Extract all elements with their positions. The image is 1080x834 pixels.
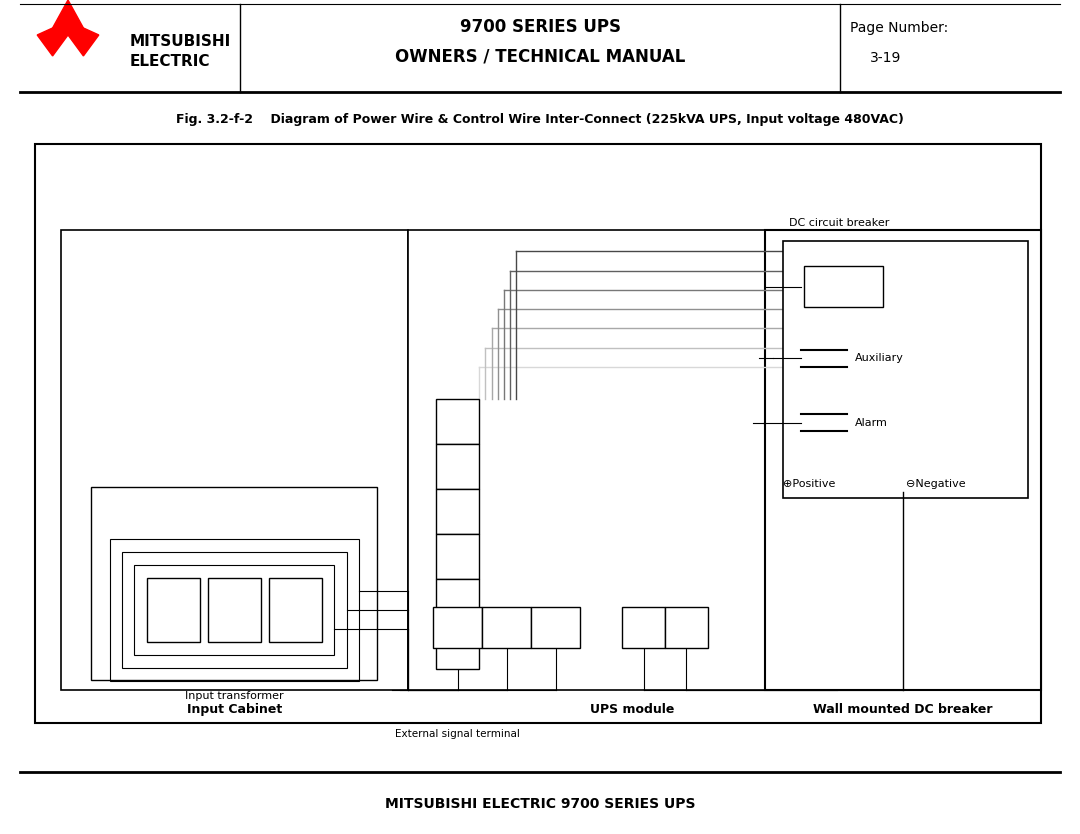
Text: Fig. 3.2-f-2    Diagram of Power Wire & Control Wire Inter-Connect (225kVA UPS, : Fig. 3.2-f-2 Diagram of Power Wire & Con… bbox=[176, 113, 904, 126]
Bar bbox=[436, 489, 480, 534]
Polygon shape bbox=[68, 28, 98, 56]
Text: 3: 3 bbox=[455, 551, 461, 561]
Text: C10: C10 bbox=[545, 622, 566, 632]
Text: ⊖Negative: ⊖Negative bbox=[906, 479, 966, 489]
Bar bbox=[134, 565, 335, 656]
Text: A10: A10 bbox=[448, 622, 468, 632]
Text: X2: X2 bbox=[227, 605, 242, 615]
Text: 6: 6 bbox=[455, 417, 461, 427]
Text: BP: BP bbox=[679, 622, 693, 632]
Text: 9700 SERIES UPS: 9700 SERIES UPS bbox=[459, 18, 621, 36]
Bar bbox=[110, 540, 359, 681]
Text: MITSUBISHI
ELECTRIC: MITSUBISHI ELECTRIC bbox=[130, 34, 231, 68]
Bar bbox=[122, 552, 347, 668]
Text: ⊕Positive: ⊕Positive bbox=[783, 479, 836, 489]
Text: 3-19: 3-19 bbox=[870, 51, 902, 65]
Bar bbox=[433, 607, 483, 648]
Text: Alarm: Alarm bbox=[855, 418, 888, 428]
Bar bbox=[622, 607, 665, 648]
Bar bbox=[436, 624, 480, 669]
Text: MITSUBISHI ELECTRIC 9700 SERIES UPS: MITSUBISHI ELECTRIC 9700 SERIES UPS bbox=[384, 797, 696, 811]
Text: Wall mounted DC breaker: Wall mounted DC breaker bbox=[813, 703, 993, 716]
Text: B10: B10 bbox=[497, 622, 517, 632]
Text: 4: 4 bbox=[455, 506, 461, 516]
Bar bbox=[804, 266, 883, 307]
Text: X1: X1 bbox=[166, 605, 180, 615]
Text: UPS module: UPS module bbox=[590, 703, 675, 716]
Text: UVR: UVR bbox=[832, 282, 855, 292]
Text: Input Cabinet: Input Cabinet bbox=[187, 703, 282, 716]
Text: Auxiliary: Auxiliary bbox=[855, 354, 904, 364]
Text: BN: BN bbox=[636, 622, 651, 632]
Bar bbox=[483, 607, 531, 648]
Text: 2: 2 bbox=[455, 596, 461, 606]
Bar bbox=[783, 240, 1028, 498]
Bar bbox=[408, 230, 765, 691]
Bar bbox=[436, 399, 480, 444]
Bar bbox=[60, 230, 408, 691]
Text: Input transformer: Input transformer bbox=[185, 691, 284, 701]
Bar bbox=[147, 578, 200, 642]
Bar bbox=[436, 579, 480, 624]
Text: 5: 5 bbox=[455, 461, 461, 471]
Bar bbox=[436, 534, 480, 579]
Text: External signal terminal: External signal terminal bbox=[395, 729, 521, 739]
Text: DC circuit breaker: DC circuit breaker bbox=[788, 218, 889, 228]
Bar bbox=[765, 230, 1041, 691]
Bar bbox=[207, 578, 261, 642]
Bar bbox=[531, 607, 580, 648]
Text: OWNERS / TECHNICAL MANUAL: OWNERS / TECHNICAL MANUAL bbox=[395, 48, 685, 66]
Bar bbox=[665, 607, 707, 648]
Bar bbox=[269, 578, 322, 642]
Text: X3: X3 bbox=[288, 605, 302, 615]
Bar bbox=[92, 487, 377, 680]
Polygon shape bbox=[37, 28, 68, 56]
Text: 1: 1 bbox=[455, 641, 461, 651]
Text: Page Number:: Page Number: bbox=[850, 21, 948, 35]
Polygon shape bbox=[53, 0, 83, 35]
Bar bbox=[436, 444, 480, 489]
